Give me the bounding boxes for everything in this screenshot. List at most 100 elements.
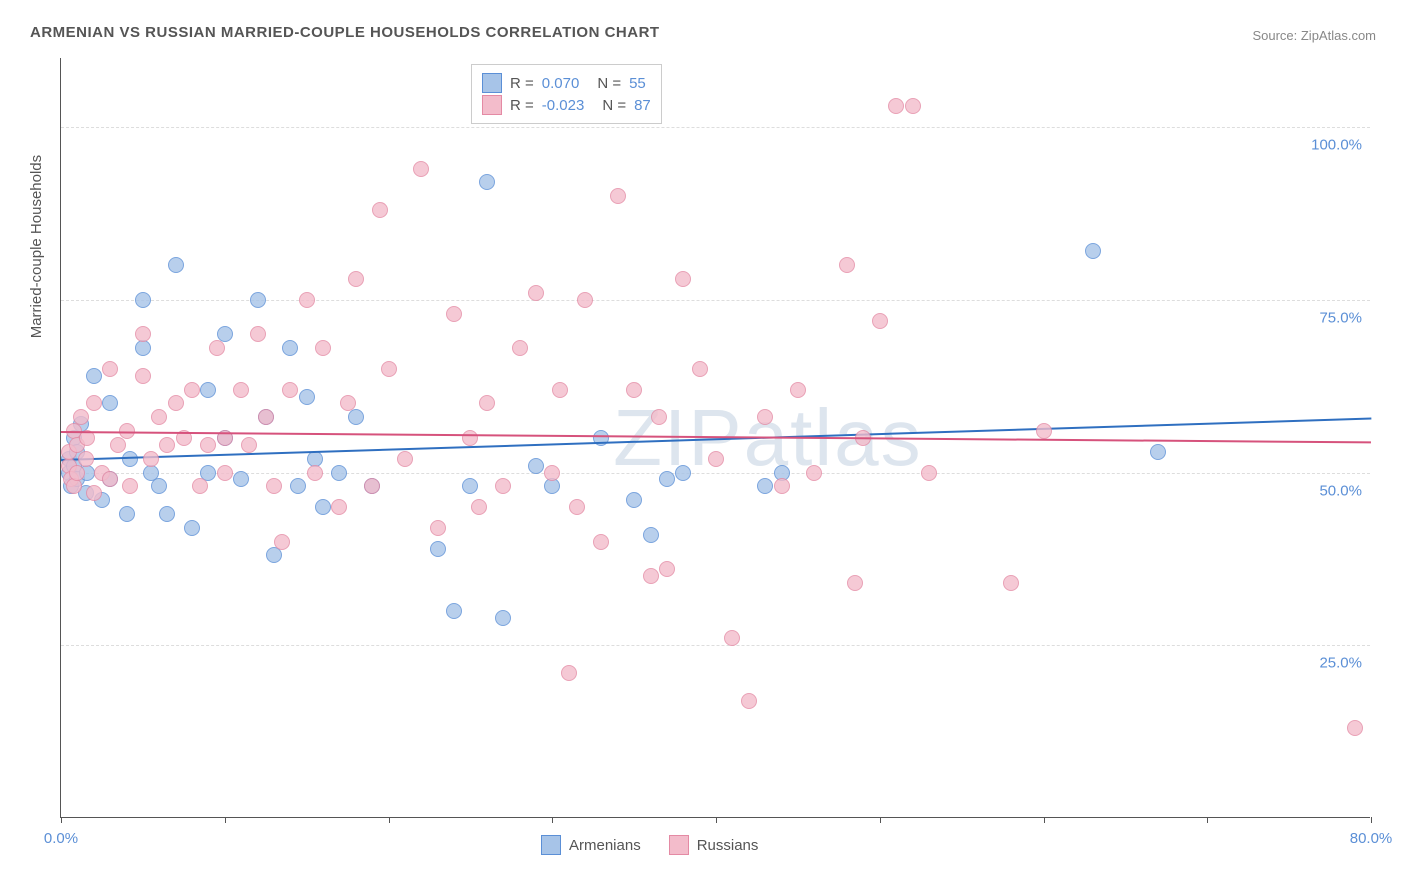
point-russian: [512, 340, 528, 356]
point-russian: [299, 292, 315, 308]
gridline: [61, 645, 1370, 646]
point-armenian: [544, 478, 560, 494]
chart-title: ARMENIAN VS RUSSIAN MARRIED-COUPLE HOUSE…: [30, 24, 660, 41]
x-tick: [1371, 817, 1372, 823]
point-armenian: [1085, 243, 1101, 259]
stat-n-russians: 87: [634, 97, 651, 114]
y-tick-label: 25.0%: [1319, 655, 1370, 672]
point-russian: [102, 361, 118, 377]
point-armenian: [233, 471, 249, 487]
point-armenian: [446, 603, 462, 619]
stat-r-label: R =: [510, 97, 534, 114]
point-armenian: [299, 389, 315, 405]
point-russian: [675, 271, 691, 287]
point-russian: [331, 499, 347, 515]
y-axis-label: Married-couple Households: [28, 155, 45, 338]
x-tick: [552, 817, 553, 823]
point-russian: [921, 465, 937, 481]
gridline: [61, 473, 1370, 474]
point-armenian: [675, 465, 691, 481]
point-russian: [159, 437, 175, 453]
point-russian: [69, 465, 85, 481]
point-russian: [381, 361, 397, 377]
point-russian: [593, 534, 609, 550]
point-armenian: [462, 478, 478, 494]
point-armenian: [151, 478, 167, 494]
point-russian: [544, 465, 560, 481]
x-tick: [389, 817, 390, 823]
point-russian: [774, 478, 790, 494]
point-russian: [348, 271, 364, 287]
x-tick-label: 0.0%: [44, 830, 78, 847]
point-russian: [790, 382, 806, 398]
point-russian: [757, 409, 773, 425]
point-russian: [209, 340, 225, 356]
point-russian: [86, 395, 102, 411]
point-russian: [151, 409, 167, 425]
point-russian: [315, 340, 331, 356]
point-russian: [364, 478, 380, 494]
point-armenian: [348, 409, 364, 425]
point-armenian: [528, 458, 544, 474]
swatch-armenians: [482, 73, 502, 93]
point-armenian: [479, 174, 495, 190]
point-russian: [839, 257, 855, 273]
point-armenian: [282, 340, 298, 356]
point-russian: [413, 161, 429, 177]
point-russian: [651, 409, 667, 425]
point-russian: [307, 465, 323, 481]
point-russian: [250, 326, 266, 342]
point-russian: [741, 693, 757, 709]
point-russian: [430, 520, 446, 536]
point-russian: [610, 188, 626, 204]
legend-label-armenians: Armenians: [569, 837, 641, 854]
point-russian: [192, 478, 208, 494]
point-russian: [643, 568, 659, 584]
x-tick: [225, 817, 226, 823]
point-russian: [217, 465, 233, 481]
point-armenian: [757, 478, 773, 494]
point-armenian: [168, 257, 184, 273]
point-russian: [569, 499, 585, 515]
legend-swatch-armenians: [541, 835, 561, 855]
point-russian: [479, 395, 495, 411]
point-russian: [552, 382, 568, 398]
point-armenian: [135, 292, 151, 308]
point-armenian: [159, 506, 175, 522]
point-armenian: [266, 547, 282, 563]
point-russian: [847, 575, 863, 591]
point-russian: [692, 361, 708, 377]
point-russian: [888, 98, 904, 114]
x-tick: [716, 817, 717, 823]
point-russian: [73, 409, 89, 425]
point-armenian: [430, 541, 446, 557]
point-russian: [397, 451, 413, 467]
point-russian: [446, 306, 462, 322]
x-tick: [61, 817, 62, 823]
stat-n-label: N =: [597, 75, 621, 92]
point-armenian: [290, 478, 306, 494]
legend-item-armenians: Armenians: [541, 835, 641, 855]
point-armenian: [1150, 444, 1166, 460]
stat-n-armenians: 55: [629, 75, 646, 92]
point-armenian: [135, 340, 151, 356]
point-russian: [135, 326, 151, 342]
stats-box: R = 0.070 N = 55 R = -0.023 N = 87: [471, 64, 662, 124]
regression-line-russian: [61, 431, 1371, 443]
point-russian: [1036, 423, 1052, 439]
point-armenian: [102, 395, 118, 411]
point-russian: [241, 437, 257, 453]
point-armenian: [184, 520, 200, 536]
point-russian: [1003, 575, 1019, 591]
stat-r-label: R =: [510, 75, 534, 92]
point-armenian: [86, 368, 102, 384]
point-russian: [168, 395, 184, 411]
point-russian: [626, 382, 642, 398]
stats-row-russians: R = -0.023 N = 87: [482, 95, 651, 115]
point-russian: [102, 471, 118, 487]
point-armenian: [200, 382, 216, 398]
stat-r-armenians: 0.070: [542, 75, 580, 92]
stat-n-label: N =: [602, 97, 626, 114]
stat-r-russians: -0.023: [542, 97, 585, 114]
legend-item-russians: Russians: [669, 835, 759, 855]
